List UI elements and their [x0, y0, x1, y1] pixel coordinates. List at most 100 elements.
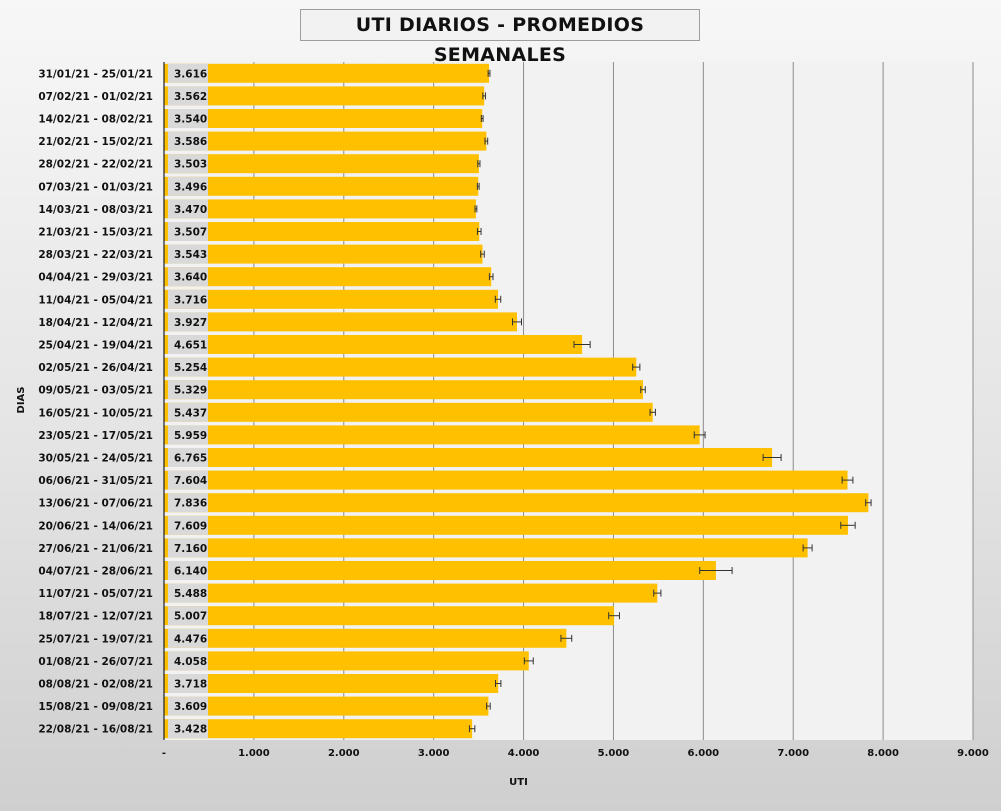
category-label: 04/04/21 - 29/03/21 — [38, 272, 153, 284]
value-label: 3.716 — [174, 294, 207, 306]
value-label: 4.476 — [174, 633, 207, 645]
bar — [164, 176, 479, 196]
value-label: 3.503 — [174, 159, 207, 171]
value-label: 3.470 — [174, 204, 207, 216]
bar — [164, 244, 483, 264]
value-label: 3.428 — [174, 724, 207, 736]
value-label-box — [168, 86, 208, 106]
plot-background — [164, 62, 973, 740]
value-label: 5.329 — [174, 385, 207, 397]
x-tick-label: 2.000 — [328, 748, 360, 759]
bar — [164, 199, 476, 219]
bar — [164, 222, 480, 241]
category-label: 14/03/21 - 08/03/21 — [38, 204, 153, 216]
value-label: 3.609 — [174, 701, 207, 713]
value-label-box — [168, 244, 208, 264]
value-label-box — [168, 628, 208, 648]
category-label: 27/06/21 - 21/06/21 — [38, 543, 153, 555]
category-label: 28/03/21 - 22/03/21 — [38, 249, 153, 261]
value-label-box — [168, 651, 208, 671]
category-label: 18/04/21 - 12/04/21 — [38, 317, 153, 329]
category-label: 14/02/21 - 08/02/21 — [38, 114, 153, 126]
bar — [164, 674, 499, 693]
bar — [164, 267, 492, 287]
value-label-box — [168, 154, 208, 174]
value-label: 3.496 — [174, 181, 207, 193]
category-label: 09/05/21 - 03/05/21 — [38, 385, 153, 397]
category-label: 07/02/21 - 01/02/21 — [38, 91, 153, 103]
y-axis-title: DIAS — [16, 387, 27, 414]
category-label: 21/02/21 - 15/02/21 — [38, 136, 153, 148]
category-label: 01/08/21 - 26/07/21 — [38, 656, 153, 668]
x-tick-label: 4.000 — [508, 748, 540, 759]
value-label: 7.604 — [174, 475, 207, 487]
value-label-box — [168, 63, 208, 83]
x-tick-label: - — [162, 748, 166, 759]
value-label-box — [168, 674, 208, 693]
value-label: 3.543 — [174, 249, 207, 261]
value-label: 5.959 — [174, 430, 207, 442]
category-label: 25/07/21 - 19/07/21 — [38, 633, 153, 645]
value-label: 5.437 — [174, 407, 207, 419]
value-label-box — [168, 176, 208, 196]
category-label: 04/07/21 - 28/06/21 — [38, 566, 153, 578]
value-label-box — [168, 561, 208, 580]
value-label-box — [168, 357, 208, 377]
category-label: 25/04/21 - 19/04/21 — [38, 340, 153, 352]
value-label: 7.609 — [174, 520, 207, 532]
category-label: 18/07/21 - 12/07/21 — [38, 611, 153, 623]
value-label-box — [168, 289, 208, 309]
category-label: 11/04/21 - 05/04/21 — [38, 294, 153, 306]
bar — [164, 448, 773, 467]
bar — [164, 154, 479, 174]
bar — [164, 583, 658, 603]
value-label: 3.507 — [174, 227, 207, 239]
category-label: 23/05/21 - 17/05/21 — [38, 430, 153, 442]
x-tick-label: 7.000 — [777, 748, 809, 759]
value-label-box — [168, 199, 208, 219]
bar — [164, 425, 700, 445]
bar — [164, 357, 637, 377]
value-label-box — [168, 606, 208, 626]
x-tick-label: 8.000 — [867, 748, 899, 759]
bar — [164, 561, 716, 580]
value-label: 3.927 — [174, 317, 207, 329]
value-label-box — [168, 312, 208, 332]
category-label: 02/05/21 - 26/04/21 — [38, 362, 153, 374]
category-label: 20/06/21 - 14/06/21 — [38, 520, 153, 532]
value-label: 7.160 — [174, 543, 207, 555]
bar — [164, 651, 529, 671]
value-label-box — [168, 538, 208, 558]
value-label: 6.765 — [174, 453, 207, 465]
value-label: 3.640 — [174, 272, 207, 284]
value-label-box — [168, 109, 208, 128]
bar — [164, 719, 473, 739]
bar — [164, 402, 653, 422]
value-label-box — [168, 425, 208, 445]
bar — [164, 696, 489, 716]
value-label-box — [168, 470, 208, 490]
x-tick-label: 1.000 — [238, 748, 270, 759]
value-label: 4.651 — [174, 340, 207, 352]
category-label: 21/03/21 - 15/03/21 — [38, 227, 153, 239]
value-label-box — [168, 335, 208, 354]
chart-title: UTI DIARIOS - PROMEDIOS SEMANALES — [300, 9, 700, 66]
x-tick-label: 9.000 — [957, 748, 989, 759]
bar — [164, 628, 567, 648]
category-label: 16/05/21 - 10/05/21 — [38, 407, 153, 419]
category-label: 07/03/21 - 01/03/21 — [38, 181, 153, 193]
value-label-box — [168, 448, 208, 467]
value-label-box — [168, 696, 208, 716]
bar — [164, 380, 644, 400]
value-label: 7.836 — [174, 498, 207, 510]
value-label-box — [168, 583, 208, 603]
category-label: 15/08/21 - 09/08/21 — [38, 701, 153, 713]
bar — [164, 289, 499, 309]
x-axis-title: UTI — [509, 777, 528, 788]
bar — [164, 131, 487, 151]
bar — [164, 493, 869, 513]
value-label: 5.007 — [174, 611, 207, 623]
value-label: 5.254 — [174, 362, 207, 374]
bar — [164, 109, 483, 128]
